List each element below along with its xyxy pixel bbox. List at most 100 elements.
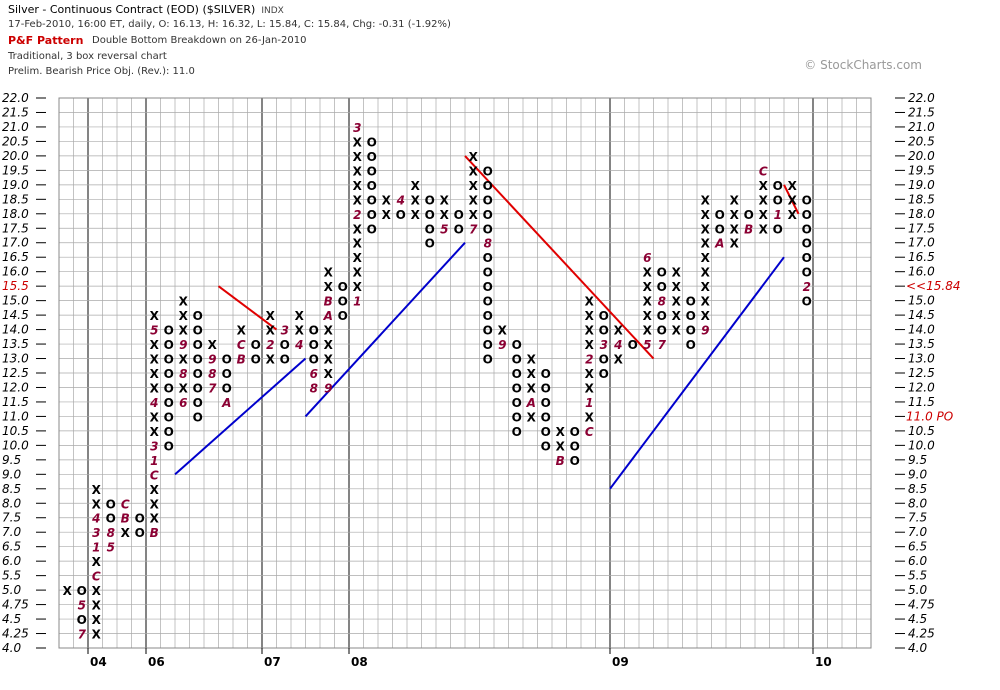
- x-box: X: [672, 309, 682, 323]
- x-box: X: [266, 324, 276, 338]
- x-box: X: [92, 628, 102, 642]
- x-box: X: [179, 295, 189, 309]
- o-box: O: [512, 381, 522, 395]
- month-mark: B: [121, 512, 130, 526]
- month-mark: 6: [643, 251, 651, 265]
- o-box: O: [193, 367, 203, 381]
- x-box: X: [759, 179, 769, 193]
- o-box: O: [541, 425, 551, 439]
- month-mark: 8: [208, 367, 216, 381]
- o-box: O: [193, 396, 203, 410]
- month-mark: 2: [353, 208, 361, 222]
- o-box: O: [193, 353, 203, 367]
- y-tick-right: 4.0: [908, 641, 927, 655]
- y-tick-left: 14.0: [2, 323, 29, 337]
- y-tick-right: 14.5: [908, 308, 935, 322]
- x-box: X: [585, 410, 595, 424]
- month-mark: 3: [281, 324, 289, 338]
- y-tick-right: 16.0: [908, 265, 935, 279]
- x-box: X: [469, 208, 479, 222]
- o-box: O: [773, 179, 783, 193]
- o-box: O: [483, 193, 493, 207]
- month-mark: 2: [585, 353, 593, 367]
- y-axis-right: 4.04.254.54.755.05.56.06.57.07.58.08.59.…: [895, 91, 935, 655]
- blue-trendline: [174, 357, 307, 476]
- y-tick-right: 8.5: [908, 482, 927, 496]
- x-box: X: [788, 193, 798, 207]
- y-tick-left: 4.25: [2, 627, 29, 641]
- price-annotation: <<15.84: [906, 279, 960, 293]
- month-mark: C: [237, 338, 246, 352]
- o-box: O: [657, 280, 667, 294]
- stockcharts-watermark: © StockCharts.com: [804, 58, 922, 72]
- x-box: X: [527, 381, 537, 395]
- o-box: O: [77, 584, 87, 598]
- month-mark: 3: [353, 121, 361, 135]
- o-box: O: [715, 208, 725, 222]
- o-box: O: [541, 381, 551, 395]
- month-mark: 4: [294, 338, 303, 352]
- y-tick-right: 6.0: [908, 554, 927, 568]
- o-box: O: [599, 367, 609, 381]
- month-mark: A: [526, 396, 536, 410]
- month-mark: 9: [701, 324, 709, 338]
- o-box: O: [164, 439, 174, 453]
- y-tick-left: 11.5: [2, 395, 29, 409]
- y-tick-right: 5.0: [908, 583, 927, 597]
- x-box: X: [759, 208, 769, 222]
- o-box: O: [135, 512, 145, 526]
- x-box: X: [179, 324, 189, 338]
- y-tick-left: 4.0: [2, 641, 21, 655]
- o-box: O: [657, 324, 667, 338]
- x-box: X: [382, 193, 392, 207]
- month-mark: 9: [324, 381, 332, 395]
- x-box: X: [353, 280, 363, 294]
- y-tick-right: 7.0: [908, 525, 927, 539]
- y-tick-right: 12.5: [908, 366, 935, 380]
- o-box: O: [396, 208, 406, 222]
- month-mark: 4: [149, 396, 158, 410]
- x-box: X: [730, 237, 740, 251]
- y-tick-left: 15.0: [2, 294, 29, 308]
- o-box: O: [251, 353, 261, 367]
- y-tick-left: 17.0: [2, 236, 29, 250]
- y-tick-right: 15.0: [908, 294, 935, 308]
- y-tick-right: 12.0: [908, 380, 935, 394]
- o-box: O: [483, 208, 493, 222]
- x-box: X: [353, 251, 363, 265]
- o-box: O: [483, 266, 493, 280]
- x-box: X: [701, 295, 711, 309]
- o-box: O: [367, 193, 377, 207]
- x-box: X: [92, 613, 102, 627]
- o-box: O: [309, 338, 319, 352]
- x-box: X: [92, 599, 102, 613]
- month-mark: 5: [440, 222, 448, 236]
- y-tick-left: 18.5: [2, 192, 29, 206]
- plot-border: [58, 97, 872, 649]
- y-tick-left: 5.0: [2, 583, 21, 597]
- x-box: X: [92, 584, 102, 598]
- o-box: O: [802, 222, 812, 236]
- x-box: X: [295, 309, 305, 323]
- chart-title: Silver - Continuous Contract (EOD) ($SIL…: [8, 3, 284, 16]
- x-box: X: [527, 410, 537, 424]
- month-mark: 8: [179, 367, 187, 381]
- x-tick-label: 07: [264, 655, 281, 669]
- o-box: O: [483, 324, 493, 338]
- y-tick-left: 12.5: [2, 366, 29, 380]
- x-box: X: [150, 367, 160, 381]
- o-box: O: [222, 381, 232, 395]
- o-box: O: [309, 353, 319, 367]
- y-tick-right: 21.5: [908, 105, 935, 119]
- o-box: O: [773, 222, 783, 236]
- month-mark: 5: [150, 324, 158, 338]
- x-box: X: [382, 208, 392, 222]
- x-box: X: [788, 208, 798, 222]
- o-box: O: [164, 353, 174, 367]
- x-box: X: [92, 497, 102, 511]
- x-box: X: [353, 222, 363, 236]
- y-tick-right: 4.75: [908, 598, 935, 612]
- o-box: O: [164, 338, 174, 352]
- x-box: X: [353, 237, 363, 251]
- x-box: X: [353, 150, 363, 164]
